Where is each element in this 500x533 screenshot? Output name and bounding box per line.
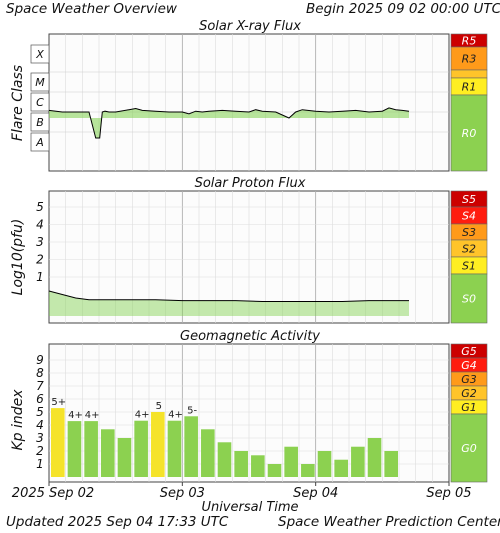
xray-tick-label: A xyxy=(35,136,44,149)
xray-chart-title: Solar X-ray Flux xyxy=(199,19,301,34)
kp-tick-label: 7 xyxy=(36,379,44,393)
proton-flux-fill xyxy=(49,291,409,316)
kp-tick-label: 1 xyxy=(36,457,44,471)
begin-timestamp: Begin 2025 09 02 00:00 UTC xyxy=(306,1,500,17)
r-scale-block xyxy=(450,94,488,172)
g-scale-block xyxy=(450,413,488,483)
proton-flux-line xyxy=(48,290,409,302)
x-tick-label: Sep 05 xyxy=(426,486,471,501)
proton-tick-label: 2 xyxy=(36,253,44,267)
kp-tick-label: 3 xyxy=(36,431,44,445)
kp-bar-label: 4+ xyxy=(68,410,83,421)
kp-bar xyxy=(217,442,232,477)
s-scale-label: S1 xyxy=(462,260,476,273)
proton-y-axis-label: Log10(pfu) xyxy=(10,219,26,296)
flare-class-box xyxy=(30,92,50,112)
proton-tick-label: 1 xyxy=(36,270,44,284)
kp-bar xyxy=(151,412,165,477)
kp-bar xyxy=(101,429,115,477)
r-scale-label: R3 xyxy=(462,53,477,66)
kp-bar xyxy=(67,421,82,477)
kp-bar-label: 4+ xyxy=(85,410,100,421)
kp-bar-label: 5+ xyxy=(51,397,66,408)
updated-timestamp: Updated 2025 Sep 04 17:33 UTC xyxy=(6,514,229,530)
kp-bar xyxy=(134,420,148,477)
r-scale-label: R0 xyxy=(462,127,477,140)
flare-class-box xyxy=(30,112,50,132)
x-axis-label: Universal Time xyxy=(201,500,298,515)
kp-tick-label: 8 xyxy=(36,366,44,380)
x-tick-label: Sep 04 xyxy=(293,486,338,501)
kp-bar xyxy=(184,416,198,477)
r-scale-label: R1 xyxy=(462,81,477,94)
kp-tick-label: 9 xyxy=(36,353,44,367)
s-scale-label: S2 xyxy=(462,243,476,256)
kp-bar xyxy=(234,451,248,477)
kp-tick-label: 5 xyxy=(36,405,44,419)
kp-bar xyxy=(267,464,282,477)
kp-bar-label: 5 xyxy=(156,401,162,412)
organization-label: Space Weather Prediction Center xyxy=(278,514,500,530)
proton-chart-title: Solar Proton Flux xyxy=(195,176,306,191)
kp-tick-label: 2 xyxy=(36,444,44,458)
g-scale-label: G1 xyxy=(461,401,477,414)
kp-bar xyxy=(334,459,348,477)
kp-bar xyxy=(51,408,65,477)
g-scale-label: G4 xyxy=(461,359,477,372)
kp-bar xyxy=(301,464,315,477)
x-tick-label: 2025 Sep 02 xyxy=(12,486,94,501)
x-tick-label: Sep 03 xyxy=(160,486,205,501)
xray-y-axis-label: Flare Class xyxy=(10,65,26,141)
g-scale-label: G2 xyxy=(461,387,477,400)
kp-tick-label: 4 xyxy=(36,418,44,432)
proton-tick-label: 4 xyxy=(36,218,44,232)
flare-class-box xyxy=(30,132,50,152)
kp-bar xyxy=(167,420,182,477)
flare-class-box xyxy=(30,72,50,92)
r-scale-block xyxy=(450,69,488,79)
s-scale-label: S3 xyxy=(462,226,476,239)
s-scale-label: S5 xyxy=(462,193,476,206)
flare-class-box xyxy=(30,44,50,64)
g-scale-label: G0 xyxy=(461,442,477,455)
kp-y-axis-label: Kp index xyxy=(10,389,26,451)
xray-flux-line xyxy=(48,107,410,139)
g-scale-label: G5 xyxy=(461,345,477,358)
xray-tick-label: B xyxy=(36,116,44,129)
kp-tick-label: 6 xyxy=(36,392,44,406)
xray-flux-fill xyxy=(49,107,409,138)
kp-bar xyxy=(201,429,215,477)
kp-bar-label: 4+ xyxy=(135,410,150,421)
kp-bar xyxy=(84,421,98,477)
kp-bar xyxy=(117,438,132,477)
kp-bar xyxy=(251,455,265,477)
kp-bar xyxy=(317,451,332,477)
kp-bar xyxy=(384,451,398,477)
proton-tick-label: 5 xyxy=(36,200,44,214)
kp-bar xyxy=(284,446,298,477)
xray-tick-label: C xyxy=(36,96,44,109)
page-title: Space Weather Overview xyxy=(6,1,177,17)
s-scale-block xyxy=(450,273,488,324)
kp-bar xyxy=(351,446,365,477)
proton-tick-label: 3 xyxy=(36,235,44,249)
kp-chart-title: Geomagnetic Activity xyxy=(180,329,320,344)
s-scale-label: S0 xyxy=(462,293,476,306)
r-scale-label: R5 xyxy=(462,35,477,48)
kp-bar-label: 5- xyxy=(187,405,197,416)
kp-bar-label: 4+ xyxy=(168,410,183,421)
xray-tick-label: M xyxy=(35,76,45,89)
xray-tick-label: X xyxy=(35,48,44,61)
kp-bar xyxy=(367,438,382,477)
s-scale-label: S4 xyxy=(462,210,476,223)
g-scale-label: G3 xyxy=(461,373,477,386)
